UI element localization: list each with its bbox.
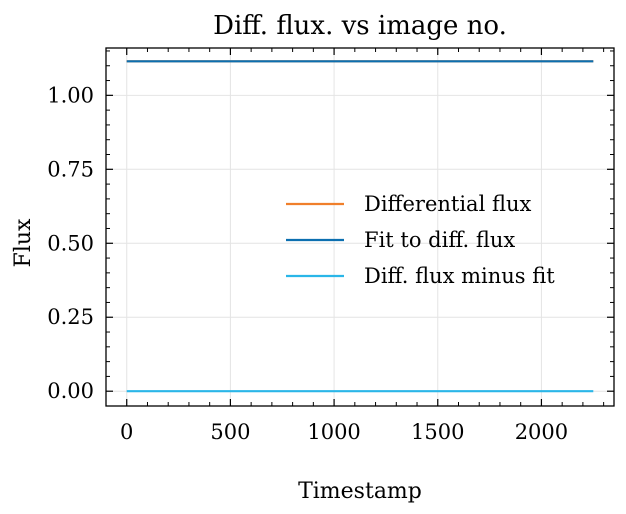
chart-title: Diff. flux. vs image no. bbox=[213, 11, 507, 41]
x-tick-label: 1000 bbox=[307, 420, 360, 444]
x-tick-label: 1500 bbox=[411, 420, 464, 444]
y-axis-label: Flux bbox=[11, 218, 36, 267]
x-axis-label: Timestamp bbox=[298, 479, 422, 504]
x-tick-label: 2000 bbox=[515, 420, 568, 444]
x-tick-label: 500 bbox=[210, 420, 250, 444]
plot-lines bbox=[126, 60, 594, 393]
legend-label-1: Differential flux bbox=[364, 192, 531, 216]
y-tick-label: 0.25 bbox=[47, 305, 94, 329]
axis-ticks bbox=[105, 48, 614, 407]
legend: Differential flux Fit to diff. flux Diff. … bbox=[286, 192, 555, 288]
x-tick-labels: 0 500 1000 1500 2000 bbox=[120, 420, 568, 444]
plot-frame bbox=[105, 47, 615, 407]
y-tick-label: 1.00 bbox=[47, 83, 94, 107]
y-tick-labels: 0.00 0.25 0.50 0.75 1.00 bbox=[47, 83, 94, 403]
y-tick-label: 0.50 bbox=[47, 231, 94, 255]
x-tick-label: 0 bbox=[120, 420, 133, 444]
grid bbox=[106, 48, 614, 406]
legend-label-3: Diff. flux minus fit bbox=[364, 264, 555, 288]
legend-label-2: Fit to diff. flux bbox=[364, 228, 515, 252]
y-tick-label: 0.00 bbox=[47, 379, 94, 403]
y-tick-label: 0.75 bbox=[47, 157, 94, 181]
